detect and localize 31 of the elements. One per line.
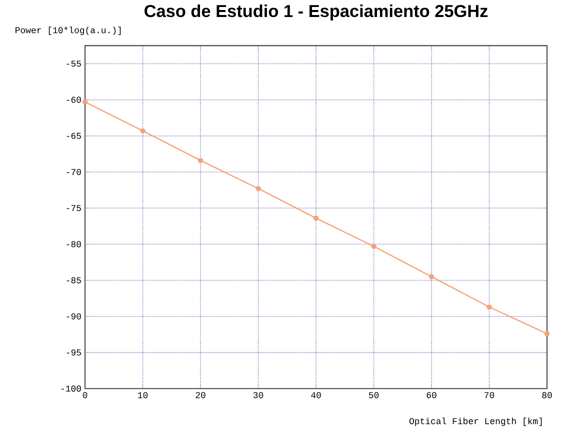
x-tick-label: 0 [82, 392, 88, 398]
y-tick-label: -95 [66, 350, 81, 356]
x-tick-label: 30 [253, 392, 264, 398]
point [428, 274, 434, 280]
point [256, 186, 261, 192]
y-tick-label: -60 [66, 96, 81, 103]
point [140, 128, 146, 134]
point [486, 304, 492, 310]
y-tick-label: -65 [66, 132, 81, 139]
x-tick-label: 50 [368, 392, 379, 398]
x-tick-label: 70 [484, 392, 494, 398]
x-tick-label: 80 [542, 392, 552, 398]
x-tick-label: 20 [196, 392, 206, 398]
point [544, 331, 550, 336]
y-tick-label: -85 [66, 277, 81, 284]
y-tick-label: -55 [66, 60, 81, 67]
y-tick-label: -100 [61, 386, 81, 392]
x-tick-label: 60 [426, 392, 436, 398]
y-tick-label: -70 [66, 169, 81, 176]
point [371, 244, 376, 250]
point [198, 158, 204, 164]
y-axis-title: Power [10*log(a.u.)] [16, 26, 121, 36]
y-tick-label: -90 [66, 313, 81, 320]
y-tick-label: -75 [66, 205, 81, 212]
x-axis-title: Optical Fiber Length [km] [409, 418, 542, 426]
point [313, 216, 319, 221]
chart-title: Caso de Estudio 1 - Espaciamiento 25GHz [144, 4, 488, 21]
point [82, 99, 88, 105]
x-tick-label: 40 [311, 392, 321, 398]
y-tick-label: -80 [66, 241, 81, 248]
x-tick-label: 10 [138, 392, 148, 398]
